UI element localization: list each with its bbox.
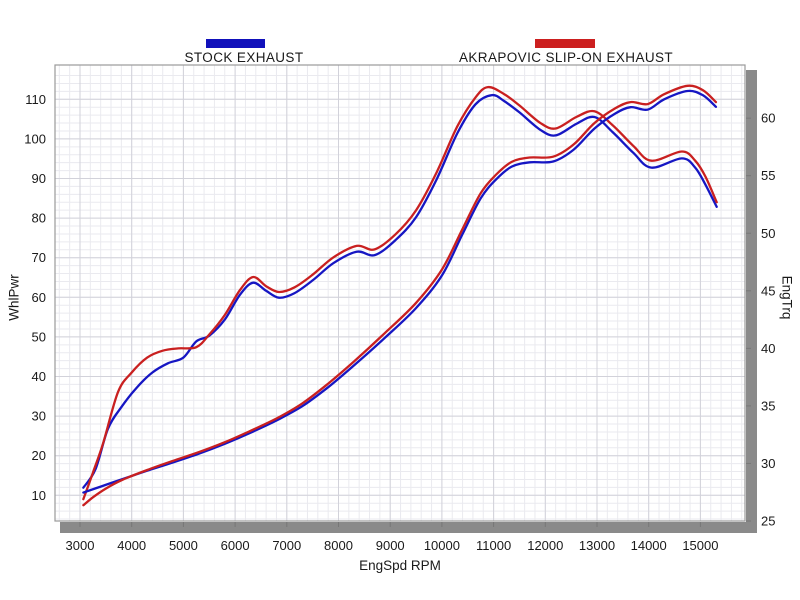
y-left-tick-label: 100 [24,131,46,146]
legend-label-akrapovic: AKRAPOVIC SLIP-ON EXHAUST [459,50,674,65]
plot-shadow-bottom [60,522,757,533]
x-tick-label: 3000 [66,538,95,553]
y-left-tick-label: 70 [32,250,46,265]
legend-swatch-akrapovic [535,39,595,48]
x-tick-label: 4000 [117,538,146,553]
x-tick-label: 9000 [376,538,405,553]
y-left-tick-label: 10 [32,488,46,503]
plot-shadow-right [746,70,757,532]
y-right-tick-label: 60 [761,111,775,126]
curve-torque-akrapovic [82,85,718,501]
curve-torque-stock [82,93,718,489]
x-tick-label: 13000 [579,538,615,553]
y-left-tick-label: 80 [32,211,46,226]
x-tick-label: 10000 [424,538,460,553]
y-left-tick-label: 20 [32,448,46,463]
y-left-tick-label: 90 [32,171,46,186]
y-right-tick-label: 30 [761,456,775,471]
x-tick-label: 6000 [221,538,250,553]
x-tick-label: 12000 [527,538,563,553]
y-left-tick-label: 50 [32,329,46,344]
y-right-tick-label: 45 [761,283,775,298]
x-tick-label: 5000 [169,538,198,553]
y-right-tick-label: 35 [761,398,775,413]
legend-swatch-stock [206,39,265,48]
x-tick-label: 14000 [631,538,667,553]
y-left-tick-label: 30 [32,409,46,424]
x-tick-label: 15000 [682,538,718,553]
y-left-tick-label: 60 [32,290,46,305]
curve-power-akrapovic [82,84,718,507]
y-left-tick-label: 110 [25,92,46,107]
plot-frame [54,64,746,522]
y-right-tick-label: 55 [761,168,775,183]
y-right-tick-label: 40 [761,341,775,356]
curve-power-stock [82,89,718,494]
x-tick-label: 11000 [476,538,511,553]
x-axis-title: EngSpd RPM [359,558,441,573]
x-tick-label: 8000 [324,538,353,553]
legend-label-stock: STOCK EXHAUST [184,50,304,65]
x-tick-label: 7000 [272,538,301,553]
y-right-tick-label: 25 [761,514,775,529]
y-left-tick-label: 40 [32,369,46,384]
y-right-tick-label: 50 [761,226,775,241]
